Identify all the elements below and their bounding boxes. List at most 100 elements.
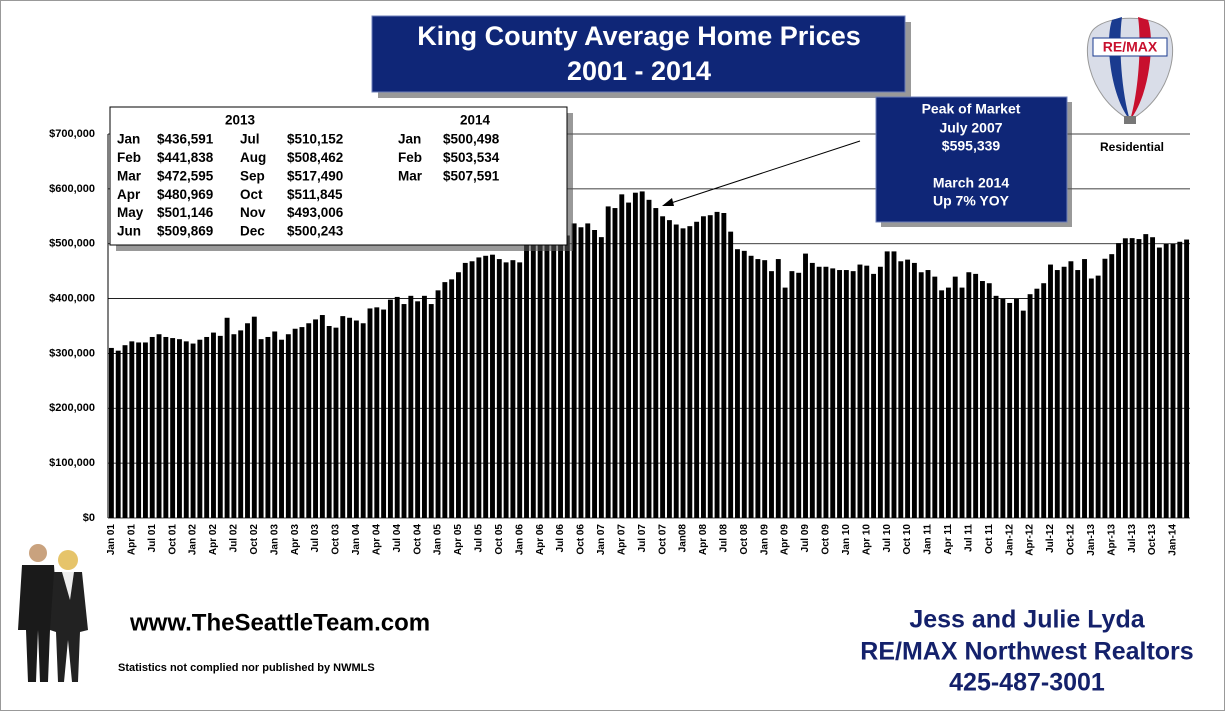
bar — [530, 232, 536, 518]
inset-price: $500,243 — [287, 224, 344, 239]
annotation-line: July 2007 — [939, 120, 1002, 136]
bar — [1102, 258, 1108, 518]
x-tick-label: Jul 04 — [392, 524, 403, 553]
inset-month: Feb — [398, 150, 422, 165]
bar — [789, 271, 795, 518]
bar — [517, 262, 523, 518]
bar — [251, 316, 257, 518]
bar — [598, 237, 604, 519]
inset-month: Jan — [117, 132, 140, 147]
inset-price: $500,498 — [443, 132, 500, 147]
bar — [381, 309, 387, 518]
bar — [993, 295, 999, 518]
x-tick-label: Apr 08 — [698, 524, 709, 556]
bar — [435, 290, 441, 518]
bar — [551, 224, 557, 518]
bar — [347, 317, 353, 518]
inset-price: $510,152 — [287, 132, 343, 147]
bar — [1088, 278, 1094, 518]
bar — [952, 276, 958, 518]
bar — [265, 336, 271, 518]
bar — [313, 319, 319, 518]
bar — [857, 264, 863, 518]
title-box — [371, 15, 906, 93]
bar — [877, 266, 883, 518]
bar — [891, 251, 897, 518]
x-tick-label: Jan-13 — [1086, 524, 1097, 556]
bar — [1177, 241, 1183, 518]
x-tick-label: Oct 10 — [902, 524, 913, 555]
x-tick-label: Apr 11 — [943, 524, 954, 555]
bar — [462, 262, 468, 518]
bar — [490, 254, 495, 518]
x-tick-label: Jul-12 — [1045, 524, 1056, 553]
bar — [1156, 247, 1162, 518]
y-tick-label: $500,000 — [49, 238, 95, 250]
logo: RE/MAX — [1086, 17, 1174, 124]
bar — [687, 226, 693, 518]
inset-price: $436,591 — [157, 132, 214, 147]
bar — [830, 268, 836, 518]
bar — [1136, 239, 1142, 519]
bar — [177, 339, 182, 518]
bar — [360, 323, 366, 518]
bar — [1000, 298, 1006, 518]
agent-phone: 425-487-3001 — [949, 669, 1105, 697]
bar — [837, 270, 842, 518]
inset-month: Jun — [117, 224, 141, 239]
bar — [1007, 302, 1013, 518]
bar — [374, 307, 380, 518]
x-tick-label: Apr-12 — [1025, 524, 1036, 556]
bar — [680, 228, 686, 518]
inset-price: $503,534 — [443, 150, 500, 165]
bar — [1095, 275, 1101, 518]
bar — [571, 223, 577, 518]
y-tick-label: $200,000 — [49, 402, 95, 414]
x-tick-label: Oct 09 — [821, 524, 832, 555]
x-tick-label: Oct-12 — [1066, 524, 1077, 556]
bar — [204, 336, 210, 518]
y-tick-label: $300,000 — [49, 347, 95, 359]
annotation-line: Up 7% YOY — [933, 193, 1010, 209]
bar — [1122, 238, 1128, 519]
x-tick-label: Oct 04 — [412, 524, 423, 555]
bar — [510, 260, 516, 518]
x-tick-label: Oct 08 — [739, 524, 750, 555]
series-label: Residential — [1100, 140, 1164, 154]
bar — [1034, 288, 1040, 518]
bar — [401, 304, 407, 518]
bar — [700, 216, 706, 519]
annotation-box — [875, 96, 1068, 223]
inset-month: Aug — [240, 150, 266, 165]
bar — [367, 308, 373, 518]
bar — [945, 287, 951, 518]
x-tick-label: Apr 06 — [535, 524, 546, 556]
y-tick-label: $0 — [83, 512, 95, 524]
inset-price: $472,595 — [157, 168, 214, 183]
y-tick-label: $600,000 — [49, 183, 95, 195]
bar — [646, 199, 652, 519]
bar — [1116, 243, 1121, 518]
x-tick-label: Apr 07 — [616, 524, 627, 556]
bar — [1054, 270, 1060, 518]
bar — [558, 227, 563, 518]
bar — [911, 262, 917, 518]
x-tick-label: Jul 02 — [229, 524, 240, 553]
inset-month: Oct — [240, 187, 263, 202]
bar — [748, 255, 754, 519]
bar — [442, 282, 448, 518]
bar — [816, 266, 822, 518]
inset-box — [109, 106, 568, 246]
bar — [1068, 261, 1074, 518]
x-tick-label: Jan 02 — [188, 524, 199, 556]
bar — [966, 272, 972, 518]
bar — [769, 271, 774, 518]
bar — [714, 211, 720, 518]
bar — [496, 259, 502, 518]
bar — [224, 317, 230, 518]
x-tick-label: Oct 02 — [249, 524, 260, 555]
bar — [605, 206, 611, 518]
bar — [660, 216, 666, 519]
x-tick-label: Jul 09 — [800, 524, 811, 553]
bar — [564, 235, 570, 518]
